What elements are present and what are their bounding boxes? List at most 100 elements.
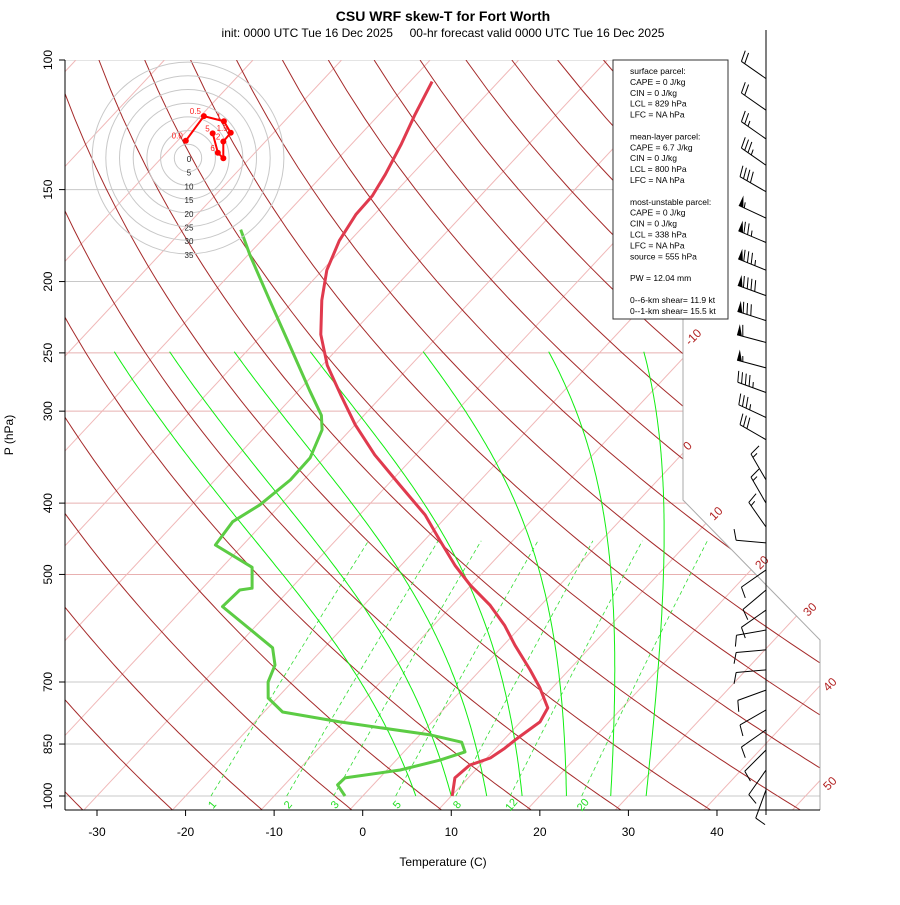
barb-full bbox=[747, 251, 748, 262]
info-line: 0--1-km shear= 15.5 kt bbox=[630, 306, 716, 316]
barb-full bbox=[743, 302, 744, 313]
barb-staff bbox=[751, 477, 766, 503]
barb-full bbox=[741, 82, 745, 93]
hodograph-point-label: 6 bbox=[210, 144, 215, 153]
info-line: mean-layer parcel: bbox=[630, 131, 700, 141]
isotherm bbox=[0, 60, 342, 812]
wind-barb bbox=[743, 590, 766, 620]
y-tick-label: 700 bbox=[41, 672, 55, 692]
y-tick-label: 1000 bbox=[41, 782, 55, 809]
barb-half bbox=[753, 477, 757, 481]
hodograph-point bbox=[210, 130, 216, 136]
wind-barbs bbox=[734, 51, 766, 825]
isotherm bbox=[0, 60, 519, 812]
barb-staff bbox=[749, 502, 766, 527]
barb-full bbox=[745, 374, 746, 385]
x-tick-label: 30 bbox=[622, 825, 636, 839]
x-tick-label: -20 bbox=[177, 825, 195, 839]
barb-full bbox=[743, 276, 744, 287]
barb-half bbox=[753, 453, 757, 457]
y-tick-label: 200 bbox=[41, 271, 55, 291]
y-tick-label: 300 bbox=[41, 401, 55, 421]
barb-staff bbox=[743, 590, 766, 609]
barb-staff bbox=[736, 540, 766, 543]
barb-full bbox=[742, 372, 743, 383]
barb-half bbox=[744, 202, 745, 208]
isotherm bbox=[0, 60, 607, 812]
wind-barb bbox=[737, 301, 766, 321]
info-line: CIN = 0 J/kg bbox=[630, 153, 677, 163]
mixing-ratio-label: 5 bbox=[391, 799, 404, 811]
moist-adiabat bbox=[644, 352, 664, 796]
barb-full bbox=[751, 279, 752, 290]
info-line: PW = 12.04 mm bbox=[630, 273, 691, 283]
wind-barb bbox=[741, 82, 766, 110]
hodograph-point-label: 2 bbox=[216, 133, 221, 142]
hodograph-point-label: 5 bbox=[205, 124, 210, 133]
barb-flag bbox=[738, 249, 743, 261]
barb-staff bbox=[738, 690, 766, 700]
barb-full bbox=[747, 303, 748, 314]
info-line: LFC = NA hPa bbox=[630, 240, 685, 250]
barb-full bbox=[741, 747, 745, 758]
barb-full bbox=[738, 700, 739, 711]
barb-full bbox=[745, 140, 749, 151]
profiles bbox=[215, 82, 547, 796]
hodograph-point bbox=[228, 130, 234, 136]
barb-full bbox=[741, 587, 745, 598]
hodograph-ring-label: 30 bbox=[185, 237, 194, 246]
barb-full bbox=[745, 113, 749, 124]
barb-full bbox=[741, 111, 745, 122]
dry-adiabat bbox=[237, 60, 900, 812]
wind-barb bbox=[739, 195, 766, 218]
dry-adiabat bbox=[787, 60, 900, 812]
barb-half bbox=[751, 501, 755, 505]
barb-full bbox=[756, 818, 765, 825]
info-line: CIN = 0 J/kg bbox=[630, 88, 677, 98]
mixing-ratio-label: 1 bbox=[206, 799, 219, 811]
isotherm bbox=[260, 60, 900, 812]
y-tick-label: 250 bbox=[41, 343, 55, 363]
hodograph-point bbox=[220, 139, 226, 145]
hodograph-ring-label: 35 bbox=[185, 251, 194, 260]
barb-full bbox=[750, 172, 753, 183]
barb-flag bbox=[737, 349, 742, 361]
barb-staff bbox=[741, 61, 766, 78]
barb-full bbox=[746, 397, 748, 408]
hodograph-point bbox=[215, 150, 221, 156]
hodograph-ring-label: 10 bbox=[185, 182, 194, 191]
hodograph-point-label: 0.0 bbox=[172, 132, 184, 141]
barb-staff bbox=[745, 750, 766, 771]
barb-full bbox=[751, 304, 752, 315]
barb-full bbox=[738, 371, 739, 382]
barb-staff bbox=[738, 285, 766, 295]
isotherm bbox=[702, 60, 900, 812]
barb-full bbox=[749, 494, 756, 503]
x-tick-label: 40 bbox=[710, 825, 724, 839]
y-tick-label: 850 bbox=[41, 734, 55, 754]
barb-staff bbox=[740, 177, 766, 192]
isotherm-label: 50 bbox=[820, 774, 840, 794]
barb-full bbox=[745, 53, 749, 64]
dry-adiabat bbox=[0, 60, 444, 812]
barb-full bbox=[743, 609, 748, 619]
info-line: CAPE = 0 J/kg bbox=[630, 77, 686, 87]
mixing-ratio-label: 12 bbox=[503, 797, 520, 814]
x-axis-label: Temperature (C) bbox=[399, 855, 486, 869]
barb-full bbox=[741, 137, 745, 148]
barb-full bbox=[751, 469, 759, 477]
hodograph-point-label: 1 bbox=[216, 112, 221, 121]
x-tick-label: 10 bbox=[445, 825, 459, 839]
hodograph-ring-label: 25 bbox=[185, 224, 194, 233]
wind-barb bbox=[740, 414, 766, 440]
barb-full bbox=[751, 253, 752, 264]
y-tick-label: 500 bbox=[41, 564, 55, 584]
wind-barb bbox=[735, 630, 766, 647]
moist-adiabat bbox=[549, 352, 615, 796]
dry-adiabat bbox=[741, 60, 900, 812]
info-line: source = 555 hPa bbox=[630, 251, 697, 261]
barb-full bbox=[743, 168, 746, 179]
barb-staff bbox=[741, 93, 766, 110]
info-line: 0--6-km shear= 11.9 kt bbox=[630, 295, 716, 305]
temperature-line bbox=[321, 82, 548, 796]
